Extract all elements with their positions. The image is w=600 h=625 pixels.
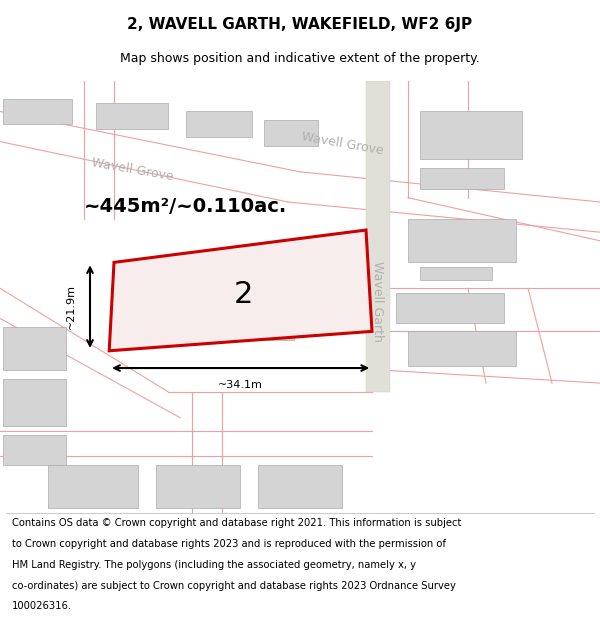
Text: to Crown copyright and database rights 2023 and is reproduced with the permissio: to Crown copyright and database rights 2… [12, 539, 446, 549]
Polygon shape [96, 102, 168, 129]
Polygon shape [132, 267, 294, 340]
Text: Wavell Grove: Wavell Grove [90, 156, 174, 183]
Text: 2, WAVELL GARTH, WAKEFIELD, WF2 6JP: 2, WAVELL GARTH, WAKEFIELD, WF2 6JP [127, 17, 473, 32]
Text: Wavell Garth: Wavell Garth [371, 261, 385, 342]
Polygon shape [3, 99, 72, 124]
Text: 2: 2 [233, 280, 253, 309]
Polygon shape [3, 379, 66, 426]
Polygon shape [109, 230, 372, 351]
Polygon shape [264, 120, 318, 146]
Text: ~445m²/~0.110ac.: ~445m²/~0.110ac. [85, 197, 287, 216]
Polygon shape [396, 292, 504, 322]
Polygon shape [156, 465, 240, 508]
Polygon shape [3, 327, 66, 370]
Text: co-ordinates) are subject to Crown copyright and database rights 2023 Ordnance S: co-ordinates) are subject to Crown copyr… [12, 581, 456, 591]
Polygon shape [408, 219, 516, 262]
Text: Wavell Grove: Wavell Grove [300, 130, 384, 158]
Polygon shape [420, 267, 492, 279]
Text: 100026316.: 100026316. [12, 601, 72, 611]
Polygon shape [3, 435, 66, 465]
Text: Contains OS data © Crown copyright and database right 2021. This information is : Contains OS data © Crown copyright and d… [12, 518, 461, 528]
Polygon shape [420, 168, 504, 189]
Polygon shape [408, 331, 516, 366]
Polygon shape [420, 111, 522, 159]
Polygon shape [366, 81, 390, 392]
Polygon shape [186, 111, 252, 138]
Polygon shape [48, 465, 138, 508]
Text: ~21.9m: ~21.9m [66, 284, 76, 329]
Text: HM Land Registry. The polygons (including the associated geometry, namely x, y: HM Land Registry. The polygons (includin… [12, 560, 416, 570]
Polygon shape [258, 465, 342, 508]
Text: Map shows position and indicative extent of the property.: Map shows position and indicative extent… [120, 52, 480, 65]
Text: ~34.1m: ~34.1m [218, 380, 263, 390]
